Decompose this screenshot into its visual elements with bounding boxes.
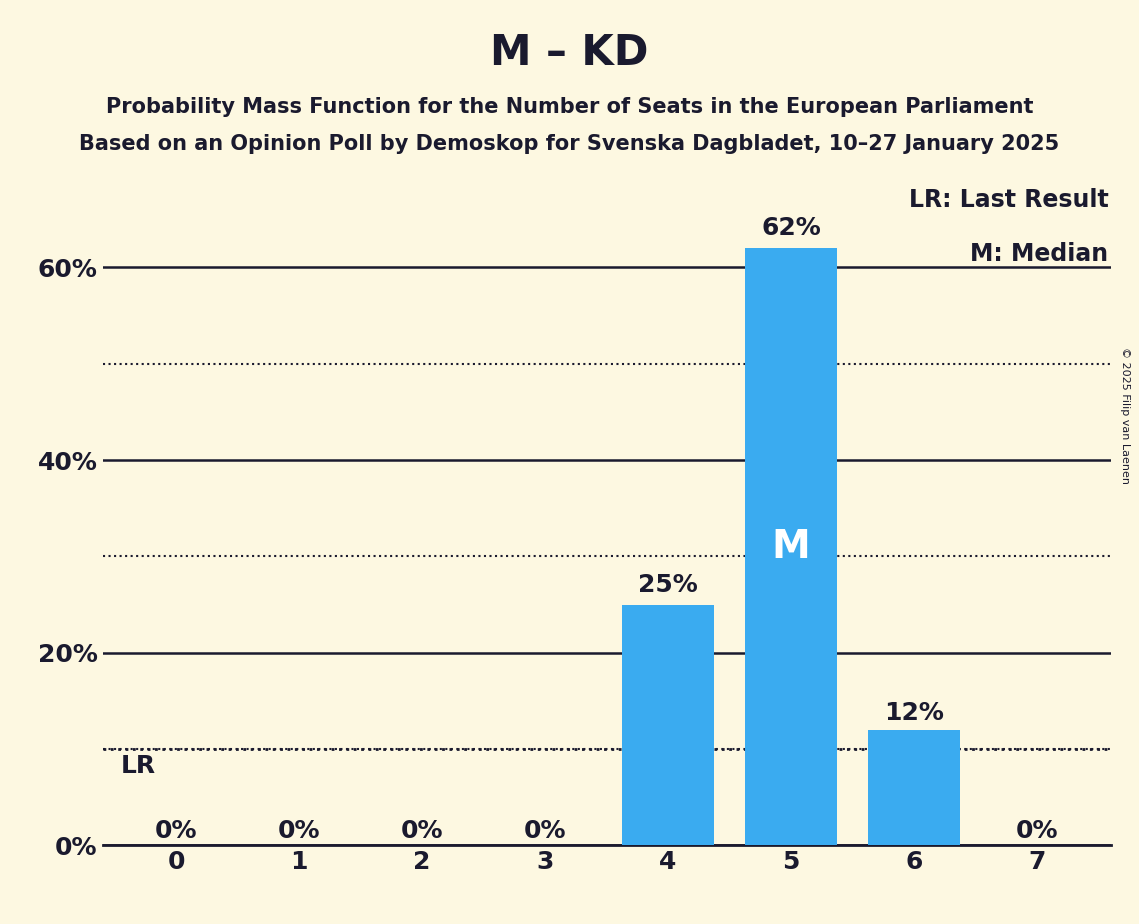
Text: Based on an Opinion Poll by Demoskop for Svenska Dagbladet, 10–27 January 2025: Based on an Opinion Poll by Demoskop for…	[80, 134, 1059, 154]
Text: 62%: 62%	[761, 216, 821, 240]
Text: 0%: 0%	[155, 819, 197, 843]
Bar	[868, 730, 960, 845]
Text: © 2025 Filip van Laenen: © 2025 Filip van Laenen	[1121, 347, 1130, 484]
Text: 0%: 0%	[524, 819, 566, 843]
Text: 0%: 0%	[401, 819, 443, 843]
Text: M: Median: M: Median	[970, 242, 1108, 266]
Bar	[745, 248, 837, 845]
Text: Probability Mass Function for the Number of Seats in the European Parliament: Probability Mass Function for the Number…	[106, 97, 1033, 117]
Text: LR: Last Result: LR: Last Result	[909, 188, 1108, 212]
Bar	[622, 604, 714, 845]
Text: 25%: 25%	[638, 573, 698, 597]
Text: M – KD: M – KD	[490, 32, 649, 74]
Text: LR: LR	[121, 754, 156, 778]
Text: M: M	[771, 528, 810, 565]
Text: 12%: 12%	[884, 701, 944, 725]
Text: 0%: 0%	[278, 819, 320, 843]
Text: 0%: 0%	[1016, 819, 1058, 843]
